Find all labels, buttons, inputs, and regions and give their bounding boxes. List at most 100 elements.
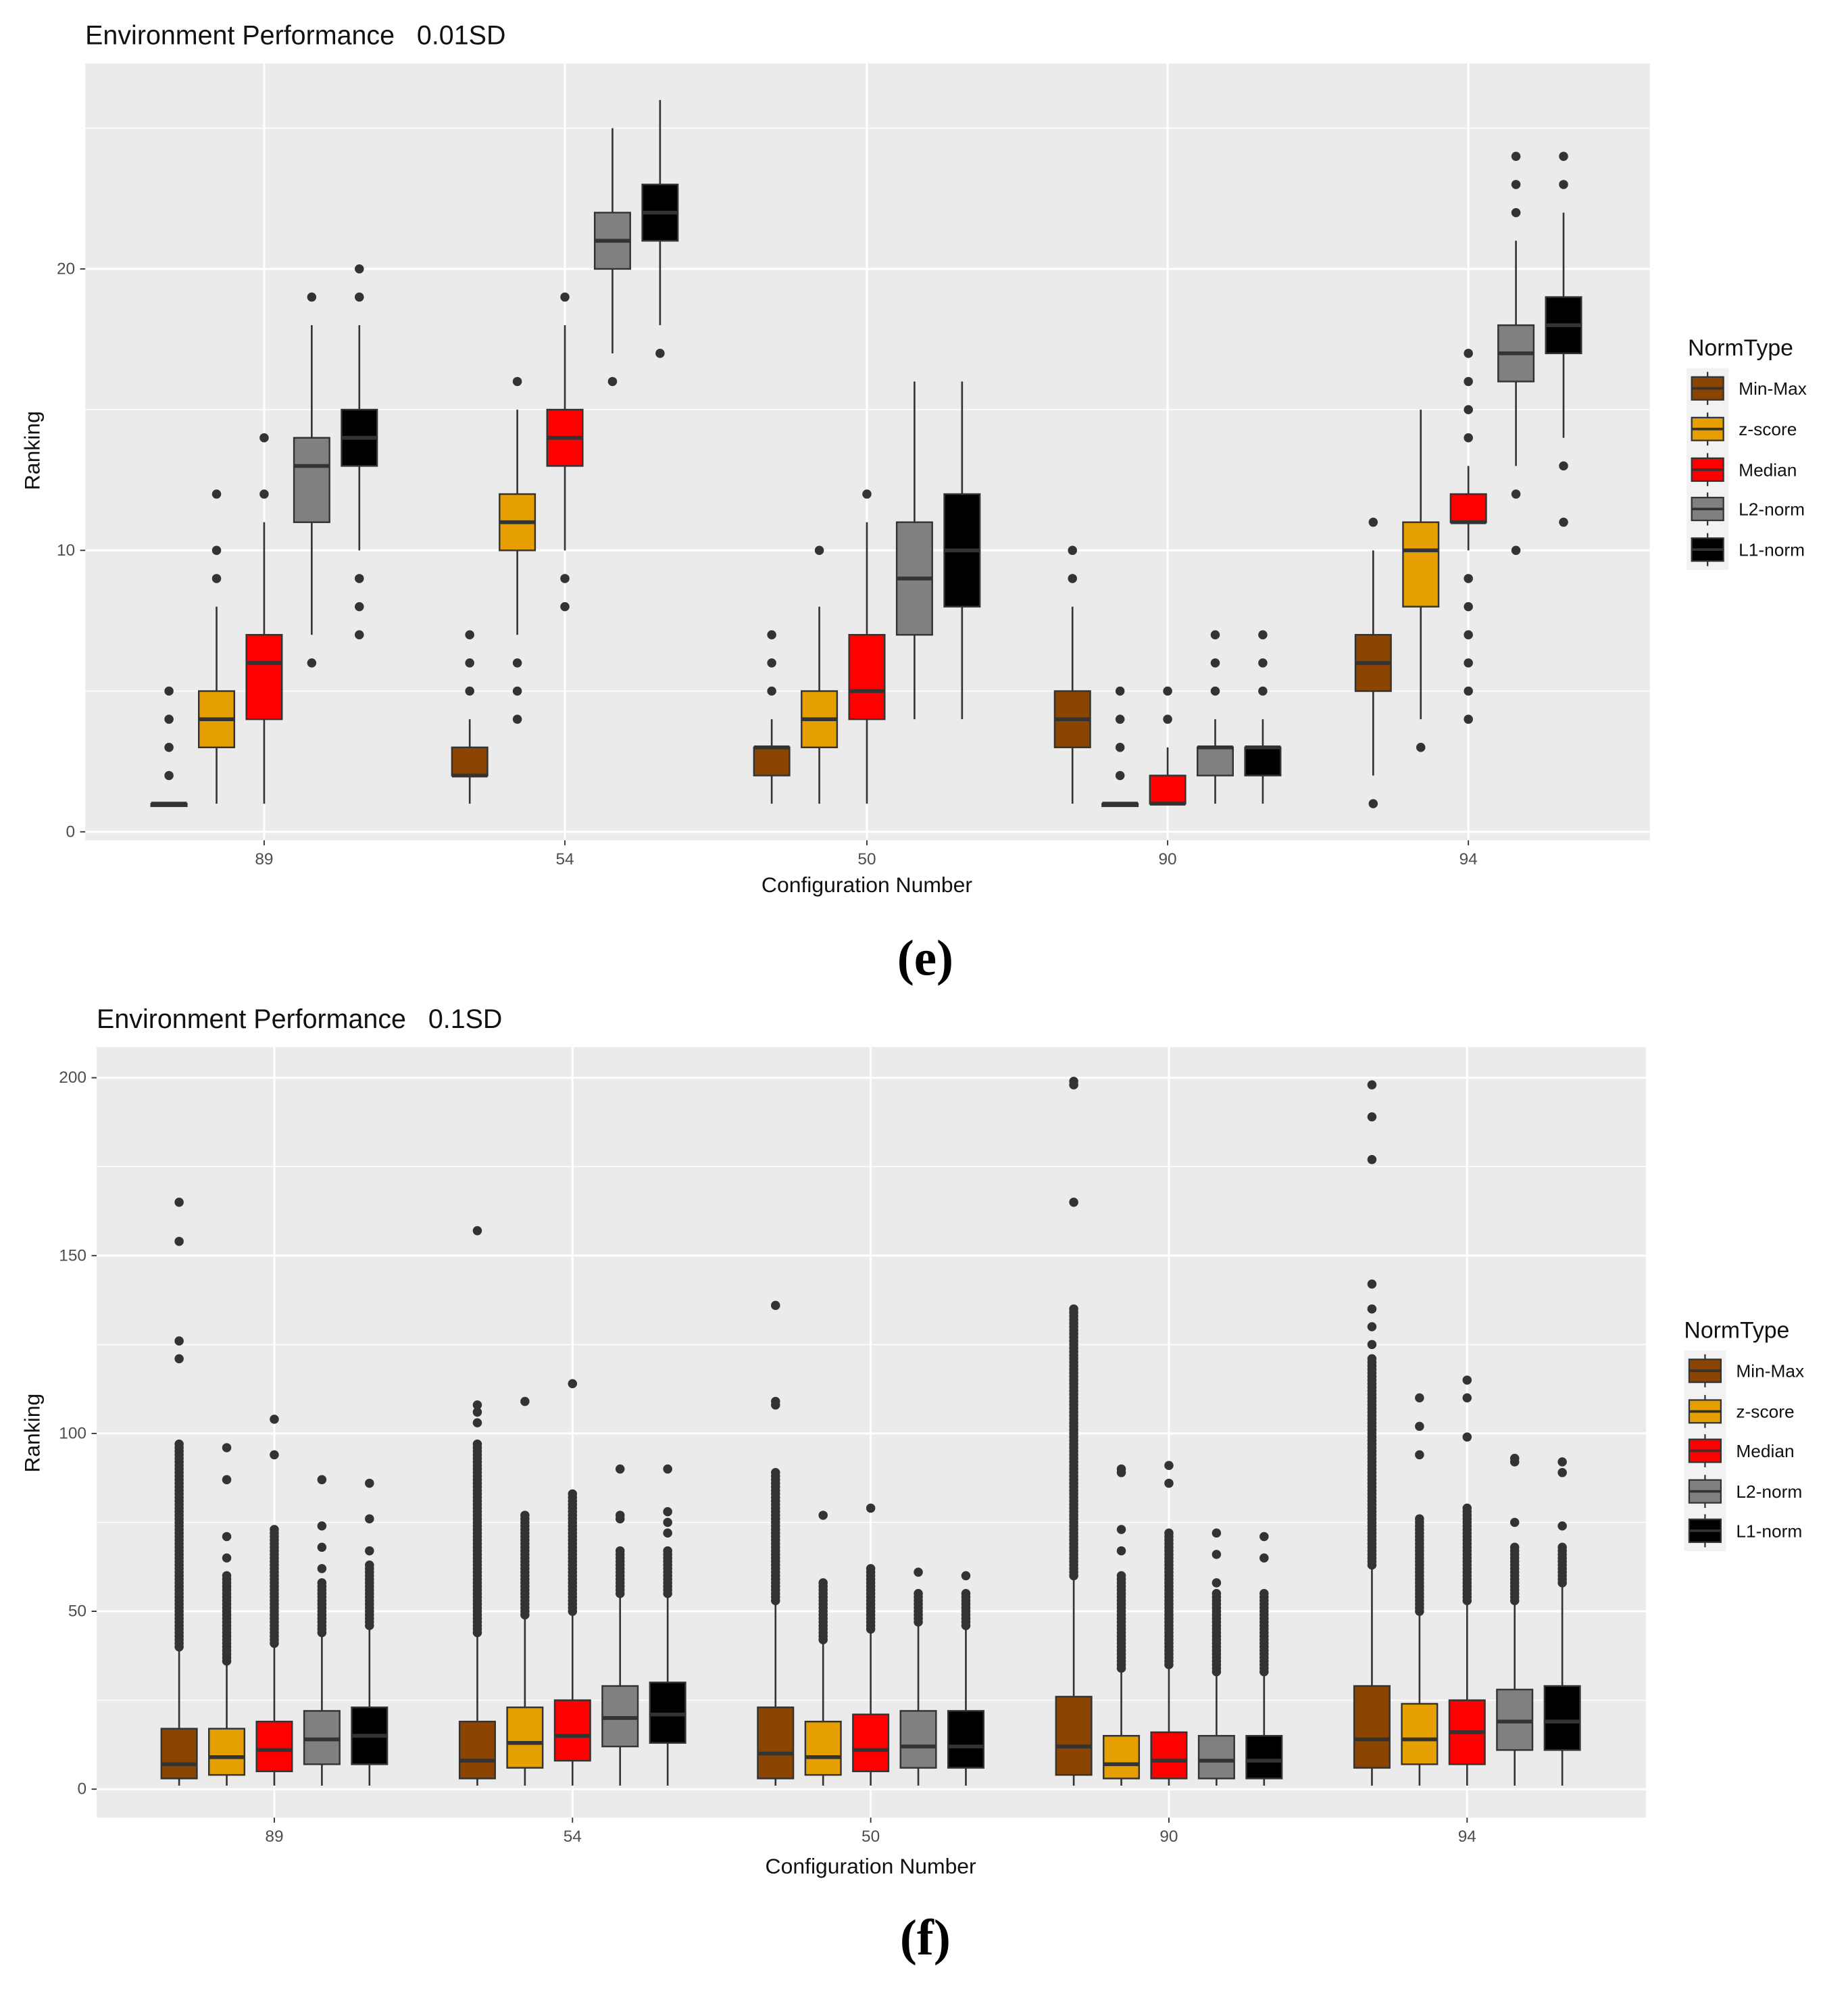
box-89	[150, 686, 188, 808]
series-l2-norm	[293, 128, 1535, 804]
outlier-point	[1164, 1478, 1174, 1488]
series-z-score	[198, 376, 1440, 808]
outlier-point	[1212, 1550, 1222, 1559]
outlier-point	[174, 1336, 184, 1346]
outlier-point	[1212, 1578, 1222, 1588]
outlier-point	[1116, 1571, 1126, 1581]
outlier-point	[174, 1198, 184, 1207]
outlier-point	[1557, 1521, 1567, 1531]
box-90	[1149, 686, 1187, 806]
outlier-point	[1367, 1304, 1377, 1314]
legend-label: Min-Max	[1736, 1361, 1804, 1381]
outlier-point	[211, 574, 222, 583]
outlier-point	[615, 1511, 625, 1520]
outlier-point	[472, 1407, 482, 1417]
legend-label: L2-norm	[1739, 499, 1805, 519]
series-l1-norm	[351, 1457, 1581, 1786]
outlier-point	[355, 630, 364, 640]
outlier-point	[1559, 461, 1568, 471]
outlier-point	[1259, 1532, 1269, 1542]
outlier-point	[1115, 686, 1125, 696]
outlier-point	[1557, 1468, 1567, 1477]
outlier-point	[174, 1354, 184, 1364]
outlier-point	[270, 1415, 279, 1424]
chart-title: Environment Performance 0.1SD	[97, 1004, 502, 1034]
outlier-point	[1164, 1528, 1174, 1538]
outlier-point	[1212, 1528, 1222, 1538]
outlier-point	[355, 602, 364, 612]
outlier-point	[961, 1571, 971, 1581]
outlier-point	[1464, 349, 1473, 358]
chart-title: Environment Performance 0.01SD	[85, 21, 505, 51]
outlier-point	[1511, 489, 1521, 499]
outlier-point	[1511, 207, 1521, 218]
outlier-point	[1415, 1421, 1424, 1431]
outlier-point	[472, 1439, 482, 1449]
outlier-point	[818, 1511, 828, 1520]
box-50	[943, 381, 981, 720]
outlier-point	[472, 1400, 482, 1410]
outlier-point	[1559, 151, 1568, 162]
box	[852, 1713, 890, 1773]
outlier-point	[1559, 517, 1568, 527]
box-90	[1055, 1077, 1093, 1786]
legend-item-l2-norm: L2-norm	[1684, 1471, 1802, 1512]
outlier-point	[866, 1564, 876, 1573]
outlier-point	[1462, 1393, 1472, 1403]
outlier-point	[355, 292, 364, 302]
box	[1149, 775, 1187, 805]
box-54	[506, 1396, 544, 1786]
outlier-point	[771, 1468, 780, 1477]
box-90	[1150, 1461, 1188, 1786]
plot-area	[85, 63, 1650, 841]
box	[1103, 1735, 1141, 1780]
outlier-point	[472, 1418, 482, 1427]
outlier-point	[259, 433, 269, 443]
y-tick-label: 150	[59, 1246, 86, 1265]
x-tick-label: 50	[861, 1828, 880, 1846]
box-54	[553, 1379, 591, 1786]
outlier-point	[814, 545, 824, 556]
box-89	[245, 433, 283, 804]
box-94	[1401, 1393, 1439, 1786]
legend-item-min-max: Min-Max	[1687, 368, 1807, 409]
outlier-point	[1557, 1457, 1567, 1467]
outlier-point	[1116, 1546, 1126, 1556]
chart-panel-f: Environment Performance 0.1SD Configurat…	[20, 1004, 1805, 1966]
outlier-point	[259, 489, 269, 499]
outlier-point	[1163, 714, 1172, 724]
box-54	[546, 292, 584, 612]
outlier-point	[1259, 1588, 1269, 1598]
y-tick-label: 10	[57, 541, 75, 560]
outlier-point	[961, 1588, 971, 1598]
panel-caption: (f)	[900, 1910, 951, 1966]
outlier-point	[818, 1578, 828, 1588]
outlier-point	[1557, 1542, 1567, 1552]
y-tick-label: 0	[77, 1780, 86, 1798]
box-94	[1353, 1080, 1391, 1786]
series-l2-norm	[303, 1453, 1534, 1786]
box	[1402, 521, 1440, 608]
outlier-point	[222, 1553, 232, 1563]
outlier-point	[568, 1489, 578, 1499]
box-94	[1354, 517, 1392, 808]
outlier-point	[1464, 630, 1473, 640]
outlier-point	[1258, 630, 1268, 640]
y-tick-label: 200	[59, 1069, 86, 1087]
box	[947, 1710, 984, 1769]
legend-label: z-score	[1739, 419, 1797, 439]
x-tick-label: 94	[1458, 1828, 1476, 1846]
box-90	[1244, 630, 1282, 804]
box	[899, 1710, 937, 1769]
legend-label: L1-norm	[1739, 540, 1805, 560]
box	[506, 1706, 544, 1769]
outlier-point	[1464, 658, 1473, 668]
outlier-point	[663, 1517, 672, 1527]
outlier-point	[512, 714, 522, 724]
legend-label: Median	[1736, 1441, 1794, 1461]
legend-item-median: Median	[1684, 1430, 1795, 1471]
box	[1196, 746, 1234, 777]
outlier-point	[1368, 799, 1378, 808]
outlier-point	[1210, 658, 1220, 668]
box	[1543, 1685, 1581, 1751]
